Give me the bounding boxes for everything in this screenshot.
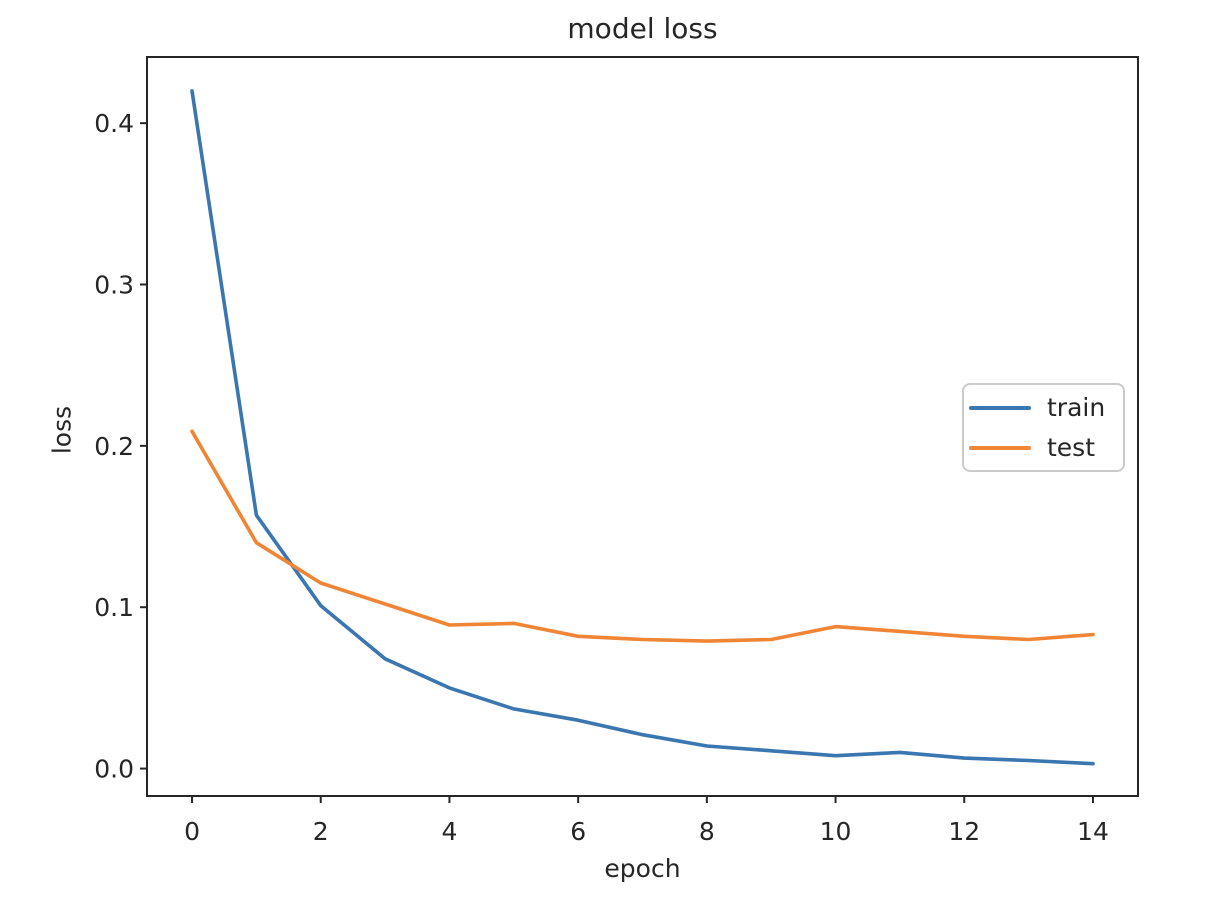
x-tick-label: 14 — [1077, 817, 1109, 846]
y-tick-label: 0.0 — [94, 755, 134, 784]
x-tick-label: 10 — [820, 817, 852, 846]
test-line — [190, 429, 1095, 643]
plot-border — [146, 56, 1139, 797]
legend-label-train: train — [1047, 393, 1106, 422]
x-tick-label: 2 — [313, 817, 329, 846]
y-tick-label: 0.2 — [94, 432, 134, 461]
y-tick-label: 0.1 — [94, 593, 134, 622]
y-axis-label: loss — [47, 405, 77, 455]
y-tick-label: 0.4 — [94, 109, 134, 138]
x-tick-label: 0 — [184, 817, 200, 846]
chart-title: model loss — [567, 12, 718, 45]
train-line-swatch — [969, 405, 1031, 410]
legend-label-test: test — [1047, 433, 1096, 462]
x-axis-label: epoch — [604, 854, 681, 883]
train-line — [190, 89, 1095, 766]
x-tick-label: 4 — [441, 817, 457, 846]
y-tick-label: 0.3 — [94, 271, 134, 300]
legend: train test — [962, 383, 1125, 472]
legend-item-train: train — [969, 393, 1123, 422]
x-tick-label: 8 — [699, 817, 715, 846]
test-line-swatch — [969, 445, 1031, 450]
legend-item-test: test — [969, 433, 1123, 462]
x-tick-label: 12 — [948, 817, 980, 846]
x-tick-label: 6 — [570, 817, 586, 846]
